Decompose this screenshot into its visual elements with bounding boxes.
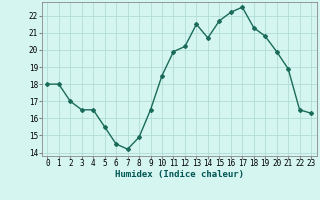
X-axis label: Humidex (Indice chaleur): Humidex (Indice chaleur) [115,170,244,179]
